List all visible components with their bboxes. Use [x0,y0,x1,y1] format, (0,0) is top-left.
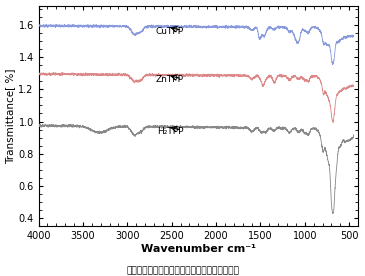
Text: CuTPP: CuTPP [156,27,184,36]
Text: ZnTPP: ZnTPP [156,75,184,84]
Y-axis label: Transmittance[ %]: Transmittance[ %] [5,68,16,164]
Text: H₂TPP: H₂TPP [158,127,184,136]
Text: 四苯基卤啊及四苯基卤啊锡、铜粉末的红外光谱: 四苯基卤啊及四苯基卤啊锡、铜粉末的红外光谱 [126,266,239,275]
X-axis label: Wavenumber cm⁻¹: Wavenumber cm⁻¹ [141,244,256,254]
